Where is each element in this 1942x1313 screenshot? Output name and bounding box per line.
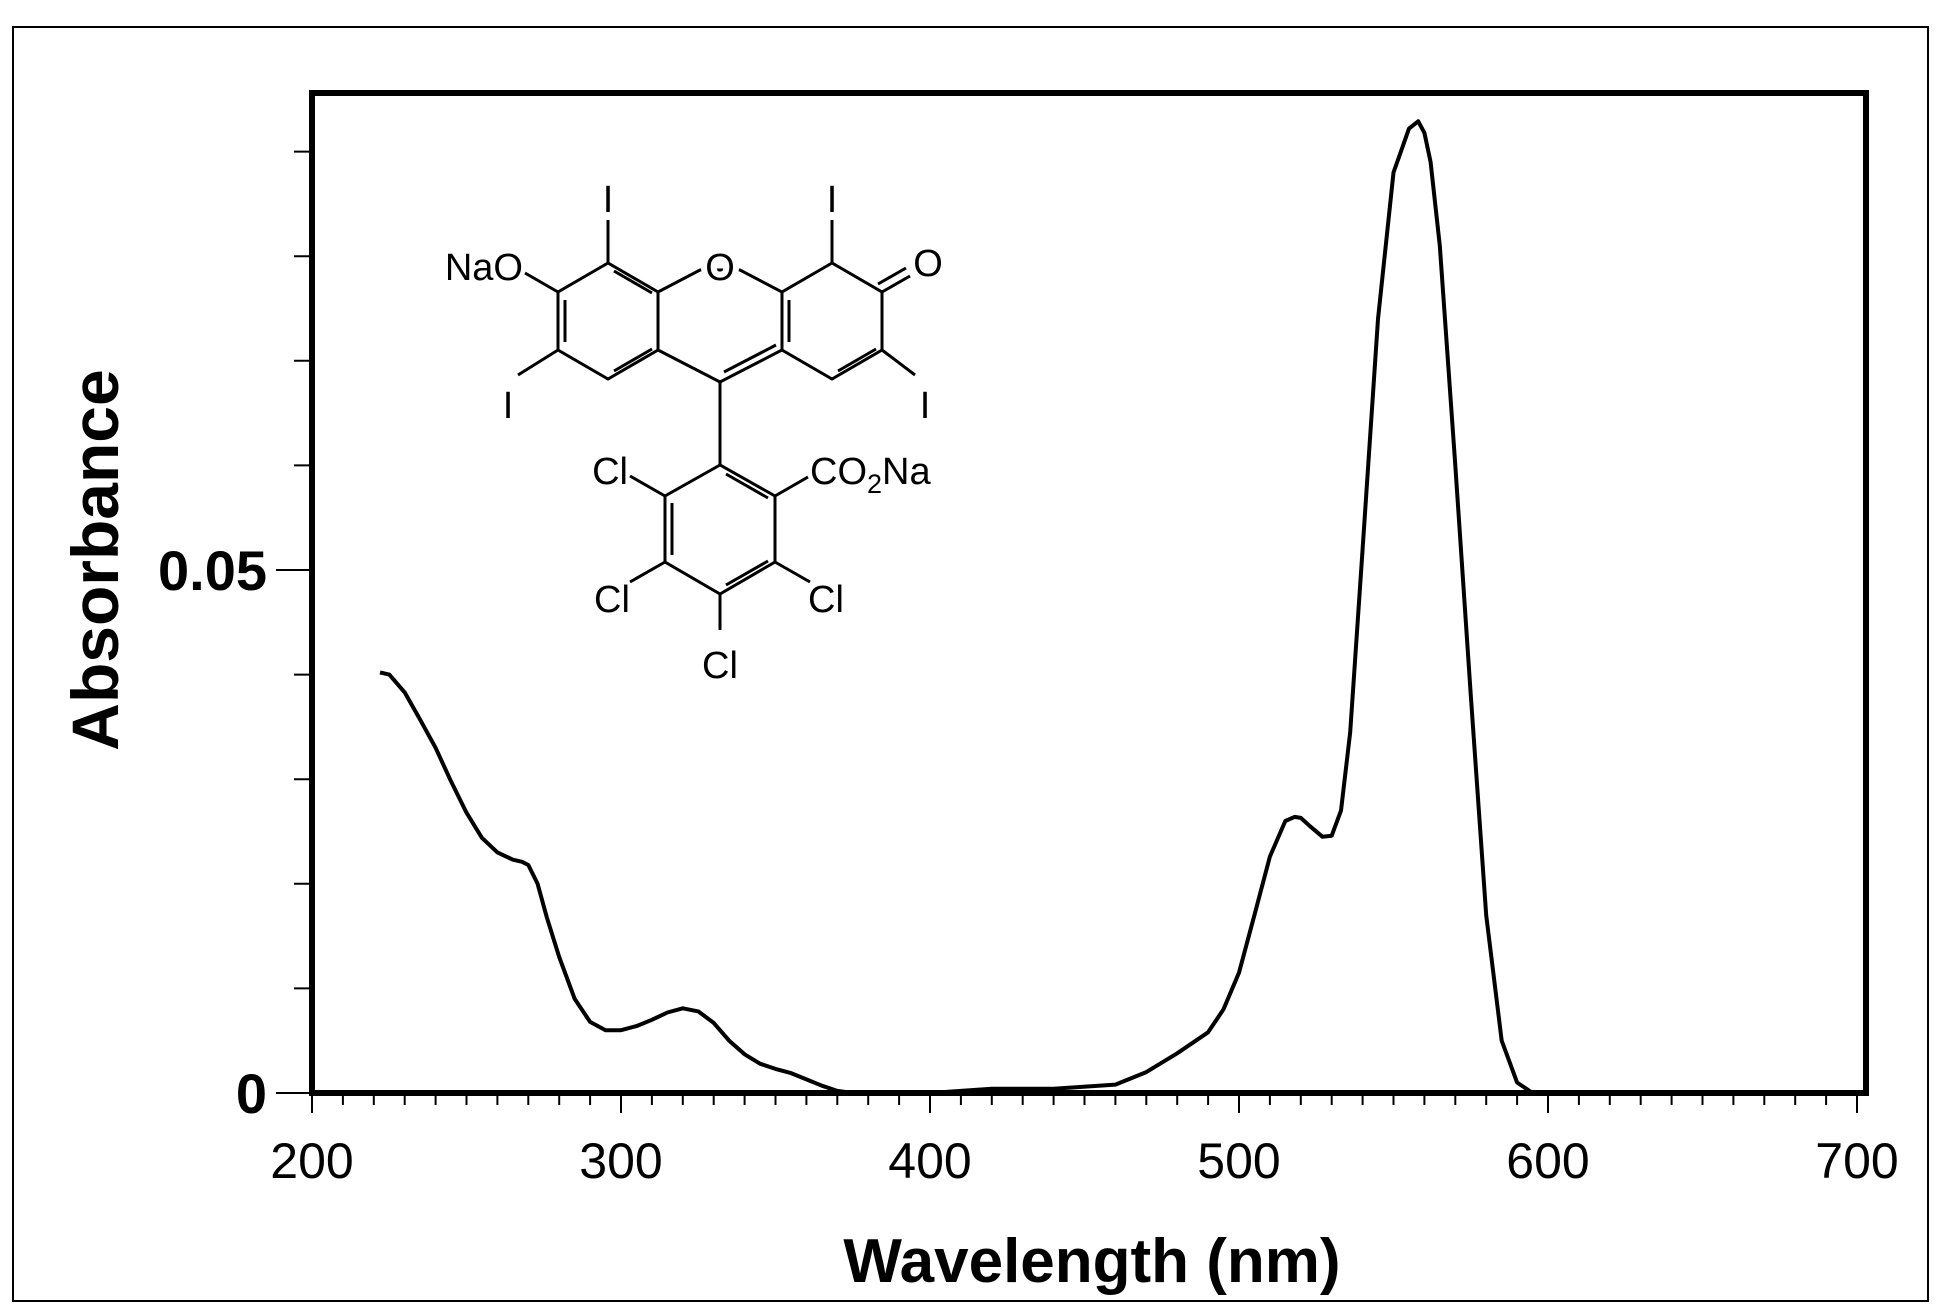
label-iodine-left: I xyxy=(503,385,514,427)
axis-ticks xyxy=(276,150,1858,1113)
label-carboxylate-subscript: 2 xyxy=(867,469,882,499)
label-carboxylate-prefix: CO xyxy=(810,451,867,493)
label-carbonyl-oxygen: O xyxy=(913,243,943,285)
x-tick-label: 500 xyxy=(1197,1133,1280,1189)
label-chlorine-mid-left: Cl xyxy=(594,579,630,621)
label-chlorine-bottom: Cl xyxy=(702,645,738,687)
label-carboxylate: CO2Na xyxy=(810,451,931,499)
bond-c-carboxylate xyxy=(774,475,809,498)
y-tick-label: 0 xyxy=(236,1062,267,1125)
right-aromatic-ring xyxy=(780,261,884,381)
label-iodine-top-right: I xyxy=(827,179,838,221)
bond-c-cl-right xyxy=(774,560,811,584)
x-tick-label: 300 xyxy=(579,1133,662,1189)
bond-c-i-right xyxy=(881,348,916,377)
label-chlorine-right: Cl xyxy=(808,579,844,621)
right-ring-double-bond-2 xyxy=(837,347,877,373)
chemical-structure xyxy=(517,220,916,630)
x-tick-label: 700 xyxy=(1815,1133,1898,1189)
outer-frame xyxy=(12,26,1929,1302)
left-aromatic-ring xyxy=(556,261,660,381)
label-iodine-top-left: I xyxy=(603,179,614,221)
bond-c-i-left xyxy=(517,348,559,377)
label-sodium-oxide: NaO xyxy=(445,247,523,289)
chemical-structure-labels: I I NaO O O I I Cl CO2Na Cl Cl Cl xyxy=(445,179,943,687)
bond-c-cl-mid-left xyxy=(629,560,666,584)
bond-c-o-carbonyl-2 xyxy=(877,266,907,286)
bond-c-cl-upper-left xyxy=(629,474,666,498)
x-tick-label: 400 xyxy=(888,1133,971,1189)
label-chlorine-upper-left: Cl xyxy=(592,451,628,493)
x-tick-label: 200 xyxy=(270,1133,353,1189)
lower-ring-double-bond-2 xyxy=(725,559,769,587)
left-ring-double-bond-3 xyxy=(613,269,653,295)
label-iodine-right: I xyxy=(920,385,931,427)
y-tick-label: 0.05 xyxy=(158,539,267,602)
x-tick-label: 600 xyxy=(1506,1133,1589,1189)
label-ring-oxygen: O xyxy=(705,247,735,289)
lower-ring-double-bond-3 xyxy=(725,472,769,500)
bond-c-o-sodium xyxy=(524,271,559,294)
x-axis-title: Wavelength (nm) xyxy=(843,1227,1340,1296)
left-ring-double-bond-2 xyxy=(613,347,653,373)
axis-tick-labels: 200 300 400 500 600 700 0 0.05 xyxy=(158,539,1899,1189)
lower-aromatic-ring xyxy=(663,463,777,596)
bond-c-o-carbonyl-1 xyxy=(881,274,911,294)
label-carboxylate-suffix: Na xyxy=(882,451,931,493)
plot-area-frame xyxy=(309,90,1869,1096)
central-ring-double-bond xyxy=(723,343,777,374)
y-axis-title: Absorbance xyxy=(58,369,132,750)
absorbance-spectrum-line xyxy=(379,119,1857,1095)
